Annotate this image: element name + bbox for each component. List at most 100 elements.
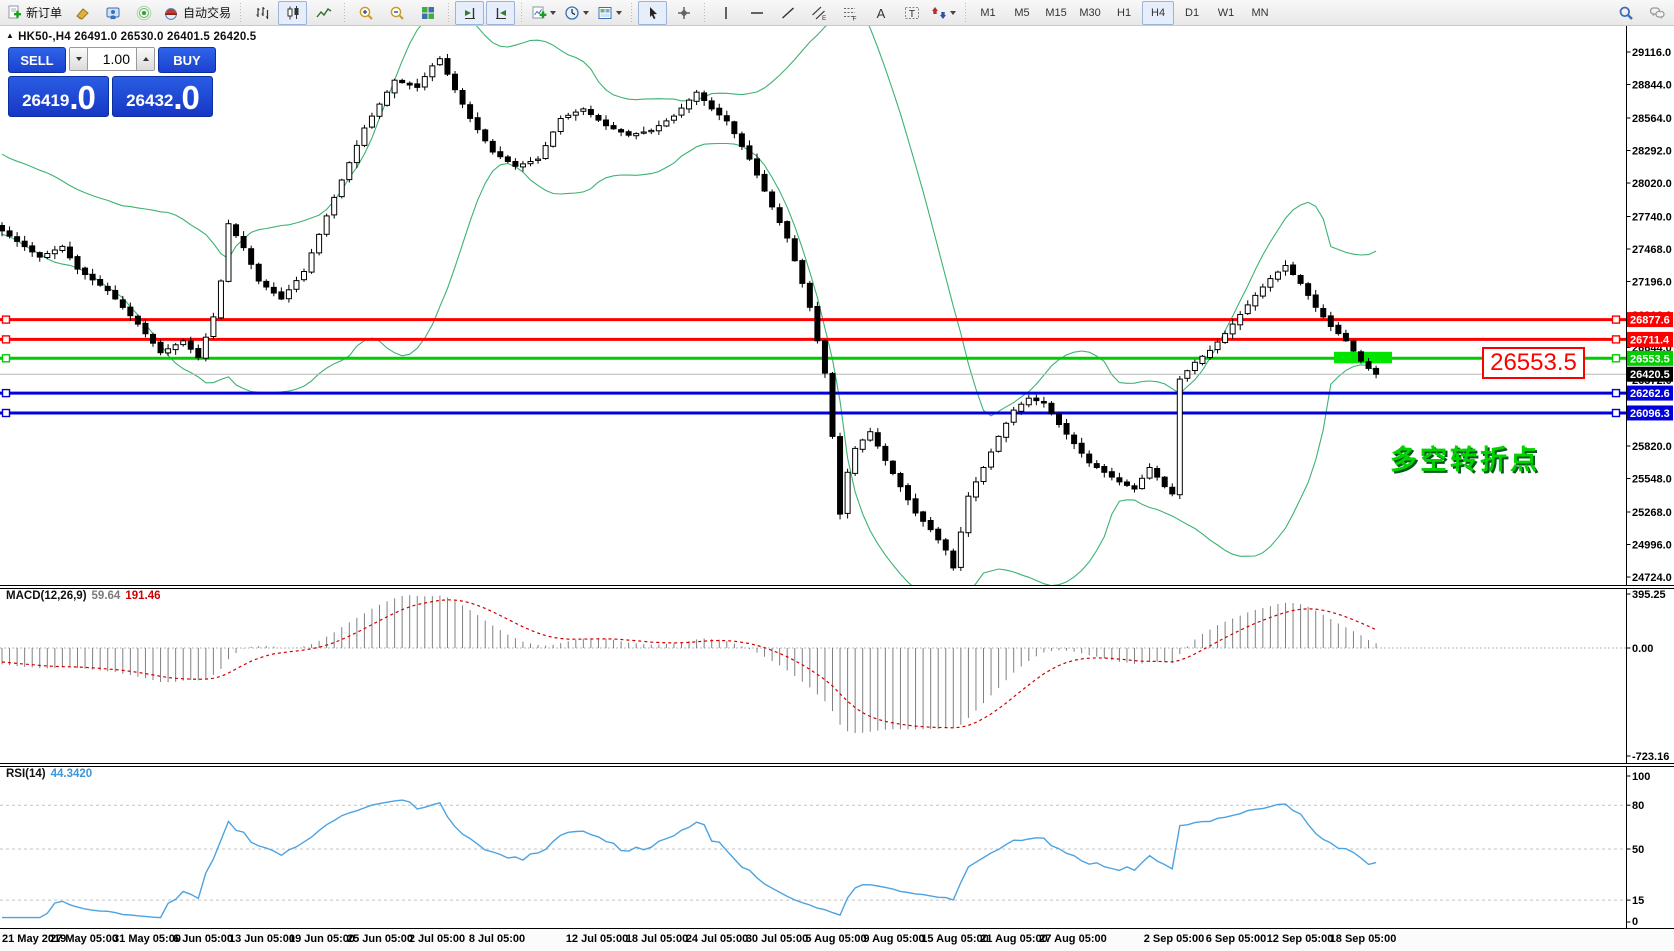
buy-price-button[interactable]: 26432.0 — [112, 76, 213, 117]
line-handle — [1, 388, 11, 398]
timeframe-m1[interactable]: M1 — [980, 6, 996, 19]
autotrade-button[interactable]: 自动交易 — [160, 1, 234, 25]
bar-chart-button[interactable] — [247, 1, 276, 25]
svg-text:100: 100 — [1632, 771, 1650, 783]
line-chart-icon — [316, 5, 332, 21]
sell-price-button[interactable]: 26419.0 — [8, 76, 109, 117]
volume-decrease-button[interactable] — [69, 47, 88, 71]
text-label-icon — [904, 5, 920, 21]
toolbar-separator — [238, 2, 244, 23]
period-button[interactable] — [561, 1, 592, 25]
template-button[interactable] — [594, 1, 625, 25]
autotrade-button-label: 自动交易 — [183, 6, 232, 20]
rsi-line — [2, 799, 1377, 919]
time-axis-label: 19 Jun 05:00 — [288, 933, 356, 945]
macd-name: MACD(12,26,9) — [6, 590, 87, 602]
svg-text:28020.0: 28020.0 — [1632, 178, 1672, 190]
candlestick-button[interactable] — [278, 0, 308, 25]
ohlc-low: 26401.5 — [167, 31, 211, 43]
text-button[interactable] — [866, 1, 895, 25]
arrows-icon — [931, 5, 947, 21]
timeframe-m30[interactable]: M30 — [1079, 6, 1101, 19]
toolbar-separator — [519, 2, 525, 23]
rsi-pane[interactable]: 100 80 50 15 0 — [0, 766, 1674, 930]
timeframe-d1[interactable]: D1 — [1185, 6, 1200, 19]
timeframe-m15[interactable]: M15 — [1045, 6, 1067, 19]
main-chart-pane[interactable]: 29116.0 28844.0 28564.0 28292.0 28020.0 27740… — [0, 26, 1674, 588]
time-axis-label: 2 Sep 05:00 — [1143, 933, 1205, 945]
chevron-down-icon[interactable] — [583, 10, 590, 15]
signal-button[interactable] — [129, 1, 158, 25]
svg-text:26711.4: 26711.4 — [1630, 334, 1670, 346]
svg-text:0: 0 — [1632, 916, 1638, 928]
eraser-button[interactable] — [67, 1, 96, 25]
trendline-button[interactable] — [773, 1, 802, 25]
volume-increase-button[interactable] — [136, 47, 155, 71]
timeframe-h4[interactable]: H4 — [1142, 0, 1175, 25]
arrows-button[interactable] — [928, 1, 959, 25]
cursor-button[interactable] — [638, 0, 668, 25]
template-icon — [597, 5, 613, 21]
add-indicator-button[interactable] — [528, 1, 559, 25]
buy-button[interactable]: BUY — [158, 47, 216, 73]
macd-value: 59.64 — [91, 590, 121, 602]
profile-button[interactable] — [98, 1, 127, 25]
period-icon — [564, 5, 580, 21]
svg-text:26262.6: 26262.6 — [1630, 388, 1670, 400]
price-tag — [1627, 331, 1673, 347]
ohlc-close: 26420.5 — [213, 31, 257, 43]
timeframe-m5[interactable]: M5 — [1014, 6, 1030, 19]
sell-button[interactable]: SELL — [8, 47, 66, 73]
line-handle — [1, 315, 11, 324]
line-handle — [1611, 388, 1621, 398]
collapse-icon[interactable]: ▲ — [6, 31, 15, 40]
line-chart-button[interactable] — [309, 1, 338, 25]
price-annotation-box[interactable]: 26553.5 — [1482, 347, 1585, 379]
zoom-out-button[interactable] — [382, 1, 411, 25]
zoom-in-button[interactable] — [351, 1, 380, 25]
search-icon — [1618, 5, 1634, 21]
crosshair-button[interactable] — [669, 1, 698, 25]
price-tag — [1627, 385, 1673, 401]
svg-text:28292.0: 28292.0 — [1632, 146, 1672, 158]
svg-text:80: 80 — [1632, 800, 1644, 812]
auto-scroll-icon — [493, 5, 509, 21]
time-axis-label: 12 Sep 05:00 — [1266, 933, 1334, 945]
toolbar-right — [1610, 1, 1672, 25]
line-handle — [1611, 335, 1621, 344]
toolbar-separator — [446, 2, 452, 23]
macd-pane[interactable]: 395.25 0.00 -723.16 — [0, 588, 1674, 764]
chevron-down-icon[interactable] — [950, 10, 957, 15]
search-button[interactable] — [1611, 1, 1640, 25]
chevron-down-icon[interactable] — [616, 10, 623, 15]
community-button[interactable] — [1642, 1, 1671, 25]
hline-button[interactable] — [742, 1, 771, 25]
timeframe-mn[interactable]: MN — [1251, 6, 1269, 19]
macd-signal-value: 191.46 — [125, 590, 161, 602]
price-tag — [1627, 366, 1673, 382]
time-axis-label: 18 Jul 05:00 — [625, 933, 689, 945]
text-label-button[interactable] — [897, 1, 926, 25]
vline-button[interactable] — [711, 1, 740, 25]
line-handle — [1, 354, 11, 363]
profile-icon — [105, 5, 121, 21]
time-axis[interactable]: 21 May 2019 27 May 05:00 31 May 05:00 6 Jun… — [0, 929, 1674, 951]
volume-input[interactable]: 1.00 — [88, 47, 136, 71]
buy-price: 26432 — [126, 91, 174, 110]
auto-scroll-button[interactable] — [486, 0, 516, 25]
tile-windows-button[interactable] — [413, 1, 442, 25]
timeframe-h1[interactable]: H1 — [1117, 6, 1132, 19]
new-order-icon — [6, 5, 22, 21]
tile-windows-icon — [420, 5, 436, 21]
timeframe-w1[interactable]: W1 — [1217, 6, 1235, 19]
chart-shift-button[interactable] — [455, 0, 485, 25]
channel-button[interactable] — [804, 1, 833, 25]
chevron-down-icon[interactable] — [550, 10, 557, 15]
line-handle — [1, 408, 11, 418]
turning-point-annotation[interactable]: 多空转折点 — [1390, 445, 1540, 475]
fibonacci-button[interactable] — [835, 1, 864, 25]
svg-text:27740.0: 27740.0 — [1632, 211, 1672, 223]
candlestick-icon — [285, 5, 301, 21]
bar-chart-icon — [254, 5, 270, 21]
new-order-button[interactable]: 新订单 — [3, 1, 65, 25]
